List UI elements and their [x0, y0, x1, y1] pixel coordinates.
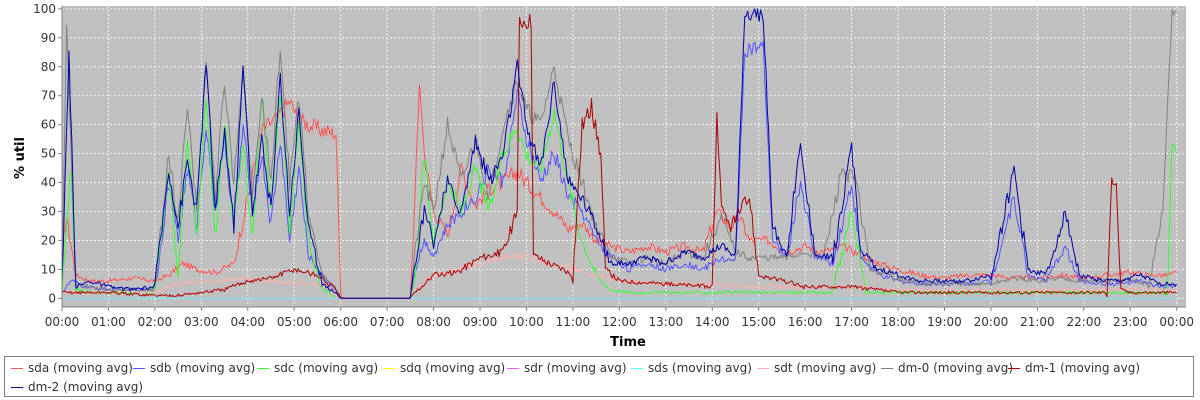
x-tick-label: 13:00 — [649, 315, 684, 329]
legend-swatch — [257, 367, 269, 369]
legend-row: dm-2 (moving avg) — [5, 378, 1193, 396]
series-lines — [61, 8, 1178, 299]
utilization-chart: 0 10 20 30 40 50 60 70 80 90 100 00:00 01:00 02:00 03:… — [13, 2, 1194, 350]
y-tick-label: 90 — [41, 31, 56, 45]
legend-label: sdt (moving avg) — [774, 361, 877, 375]
legend-item: sdq (moving avg) — [383, 359, 505, 377]
x-tick-label: 18:00 — [881, 315, 916, 329]
legend-item: sds (moving avg) — [631, 359, 752, 377]
legend-swatch — [11, 386, 23, 388]
legend-swatch — [507, 367, 519, 369]
legend-label: sdq (moving avg) — [400, 361, 506, 375]
x-tick-label: 00:00 — [1159, 315, 1194, 329]
x-tick-label: 10:00 — [509, 315, 544, 329]
y-tick-label: 80 — [41, 60, 56, 74]
legend-item: sdc (moving avg) — [257, 359, 378, 377]
x-tick-label: 15:00 — [741, 315, 776, 329]
series-line-sdc — [61, 96, 1178, 299]
plot-area — [62, 6, 1186, 307]
grid-lines — [61, 6, 1186, 307]
x-tick-label: 22:00 — [1067, 315, 1102, 329]
y-tick-label: 50 — [41, 147, 56, 161]
legend-item: sdt (moving avg) — [757, 359, 876, 377]
legend-label: sda (moving avg) — [28, 361, 133, 375]
series-line-dm-2 — [61, 8, 1178, 299]
x-tick-label: 21:00 — [1020, 315, 1055, 329]
legend-swatch — [757, 367, 769, 369]
x-tick-label: 00:00 — [45, 315, 80, 329]
legend-label: sdc (moving avg) — [274, 361, 379, 375]
legend-item: dm-1 (moving avg) — [1008, 359, 1140, 377]
legend-swatch — [631, 367, 643, 369]
x-tick-label: 23:00 — [1113, 315, 1148, 329]
y-tick-label: 100 — [33, 2, 56, 16]
y-axis-title: % util — [13, 137, 28, 179]
series-line-dm-1 — [61, 13, 1177, 299]
y-tick-label: 20 — [41, 233, 56, 247]
y-tick-label: 40 — [41, 176, 56, 190]
legend-swatch — [881, 367, 893, 369]
legend-swatch — [11, 367, 23, 369]
x-tick-label: 08:00 — [416, 315, 451, 329]
y-tick-label: 30 — [41, 204, 56, 218]
x-tick-label: 04:00 — [230, 315, 265, 329]
legend-swatch — [1008, 367, 1020, 369]
x-tick-label: 06:00 — [323, 315, 358, 329]
series-line-sdt — [61, 252, 1177, 299]
legend-label: sdb (moving avg) — [150, 361, 256, 375]
x-tick-label: 19:00 — [927, 315, 962, 329]
y-tick-label: 60 — [41, 118, 56, 132]
legend-item: sdr (moving avg) — [507, 359, 627, 377]
x-tick-label: 11:00 — [556, 315, 591, 329]
legend-label: dm-2 (moving avg) — [28, 380, 144, 394]
legend-item: sda (moving avg) — [11, 359, 133, 377]
x-tick-label: 07:00 — [370, 315, 405, 329]
legend-item: dm-2 (moving avg) — [11, 378, 143, 396]
axes: 0 10 20 30 40 50 60 70 80 90 100 00:00 01:00 02:00 03:… — [33, 2, 1194, 329]
y-tick-label: 70 — [41, 89, 56, 103]
legend-label: dm-1 (moving avg) — [1025, 361, 1141, 375]
x-tick-label: 02:00 — [138, 315, 173, 329]
y-tick-label: 10 — [41, 262, 56, 276]
legend-label: sdr (moving avg) — [524, 361, 627, 375]
x-tick-label: 20:00 — [974, 315, 1009, 329]
x-tick-label: 03:00 — [184, 315, 219, 329]
legend-item: sdb (moving avg) — [133, 359, 255, 377]
legend-item: dm-0 (moving avg) — [881, 359, 1013, 377]
x-tick-label: 17:00 — [834, 315, 869, 329]
legend: sda (moving avg) sdb (moving avg) sdc (mov… — [4, 356, 1194, 397]
x-tick-label: 12:00 — [602, 315, 637, 329]
legend-row: sda (moving avg) sdb (moving avg) sdc (mov… — [5, 359, 1193, 377]
x-axis-title: Time — [610, 335, 646, 350]
x-tick-label: 09:00 — [463, 315, 498, 329]
y-tick-label: 0 — [48, 291, 56, 305]
x-tick-label: 01:00 — [91, 315, 126, 329]
x-tick-label: 05:00 — [277, 315, 312, 329]
legend-swatch — [133, 367, 145, 369]
legend-label: sds (moving avg) — [648, 361, 752, 375]
series-line-sdb — [61, 40, 1177, 299]
legend-swatch — [383, 367, 395, 369]
x-tick-label: 16:00 — [788, 315, 823, 329]
legend-label: dm-0 (moving avg) — [898, 361, 1014, 375]
x-tick-label: 14:00 — [695, 315, 730, 329]
